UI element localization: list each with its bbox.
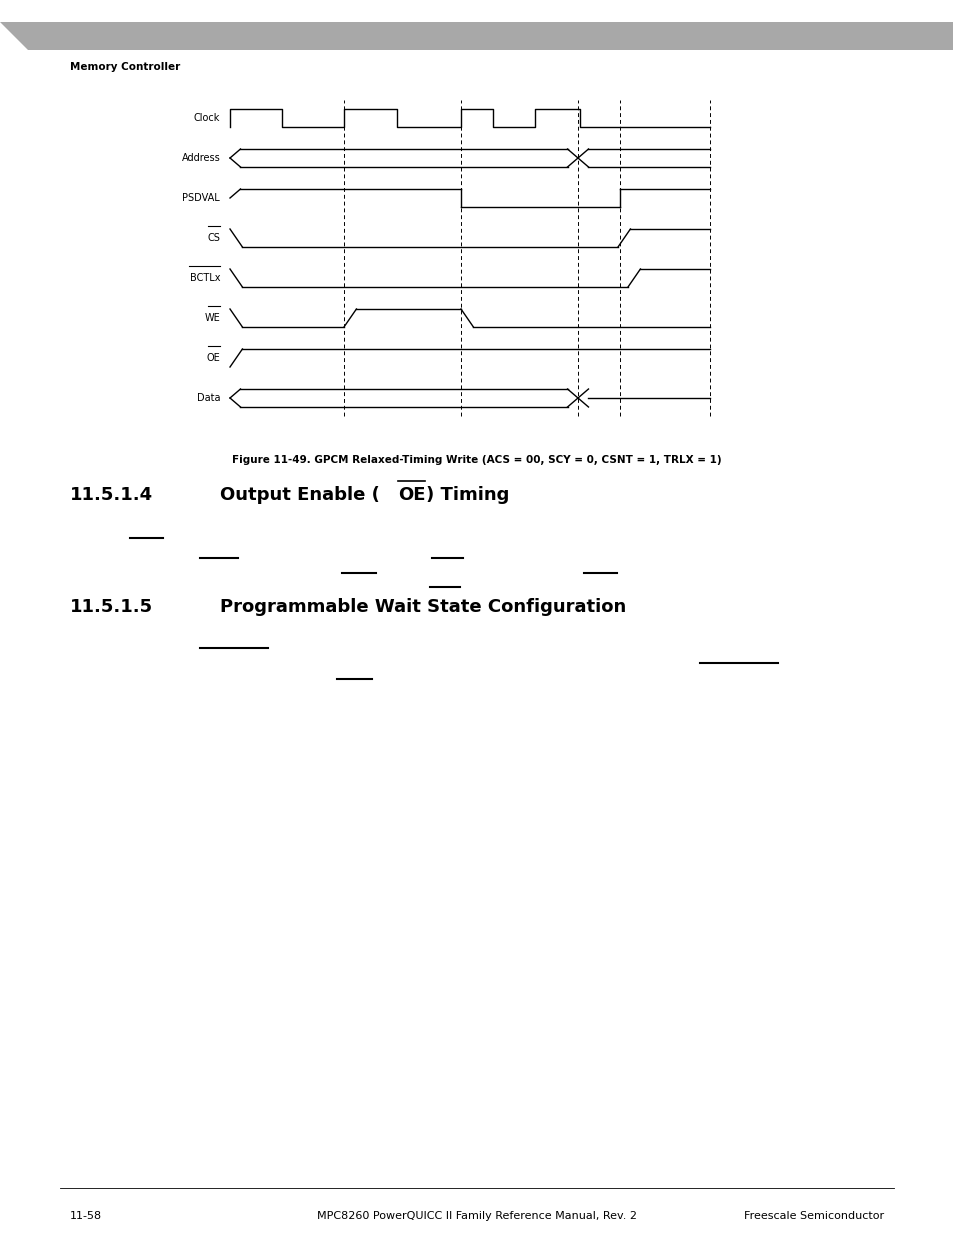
- Text: MPC8260 PowerQUICC II Family Reference Manual, Rev. 2: MPC8260 PowerQUICC II Family Reference M…: [316, 1212, 637, 1221]
- Text: Clock: Clock: [193, 112, 220, 124]
- Text: Figure 11-49. GPCM Relaxed-Timing Write (ACS = 00, SCY = 0, CSNT = 1, TRLX = 1): Figure 11-49. GPCM Relaxed-Timing Write …: [232, 454, 721, 466]
- Text: 11.5.1.5: 11.5.1.5: [70, 598, 153, 616]
- Text: CS: CS: [207, 233, 220, 243]
- Text: 11.5.1.4: 11.5.1.4: [70, 487, 153, 504]
- Text: Output Enable (: Output Enable (: [220, 487, 379, 504]
- Text: 11-58: 11-58: [70, 1212, 102, 1221]
- Text: WE: WE: [204, 312, 220, 324]
- Text: ) Timing: ) Timing: [426, 487, 509, 504]
- Text: Data: Data: [196, 393, 220, 403]
- Text: PSDVAL: PSDVAL: [182, 193, 220, 203]
- Text: OE: OE: [206, 353, 220, 363]
- Text: Freescale Semiconductor: Freescale Semiconductor: [743, 1212, 883, 1221]
- Text: Programmable Wait State Configuration: Programmable Wait State Configuration: [220, 598, 625, 616]
- Text: Address: Address: [181, 153, 220, 163]
- Text: BCTLx: BCTLx: [190, 273, 220, 283]
- Text: OE: OE: [397, 487, 425, 504]
- Text: Memory Controller: Memory Controller: [70, 62, 180, 72]
- Polygon shape: [0, 22, 953, 49]
